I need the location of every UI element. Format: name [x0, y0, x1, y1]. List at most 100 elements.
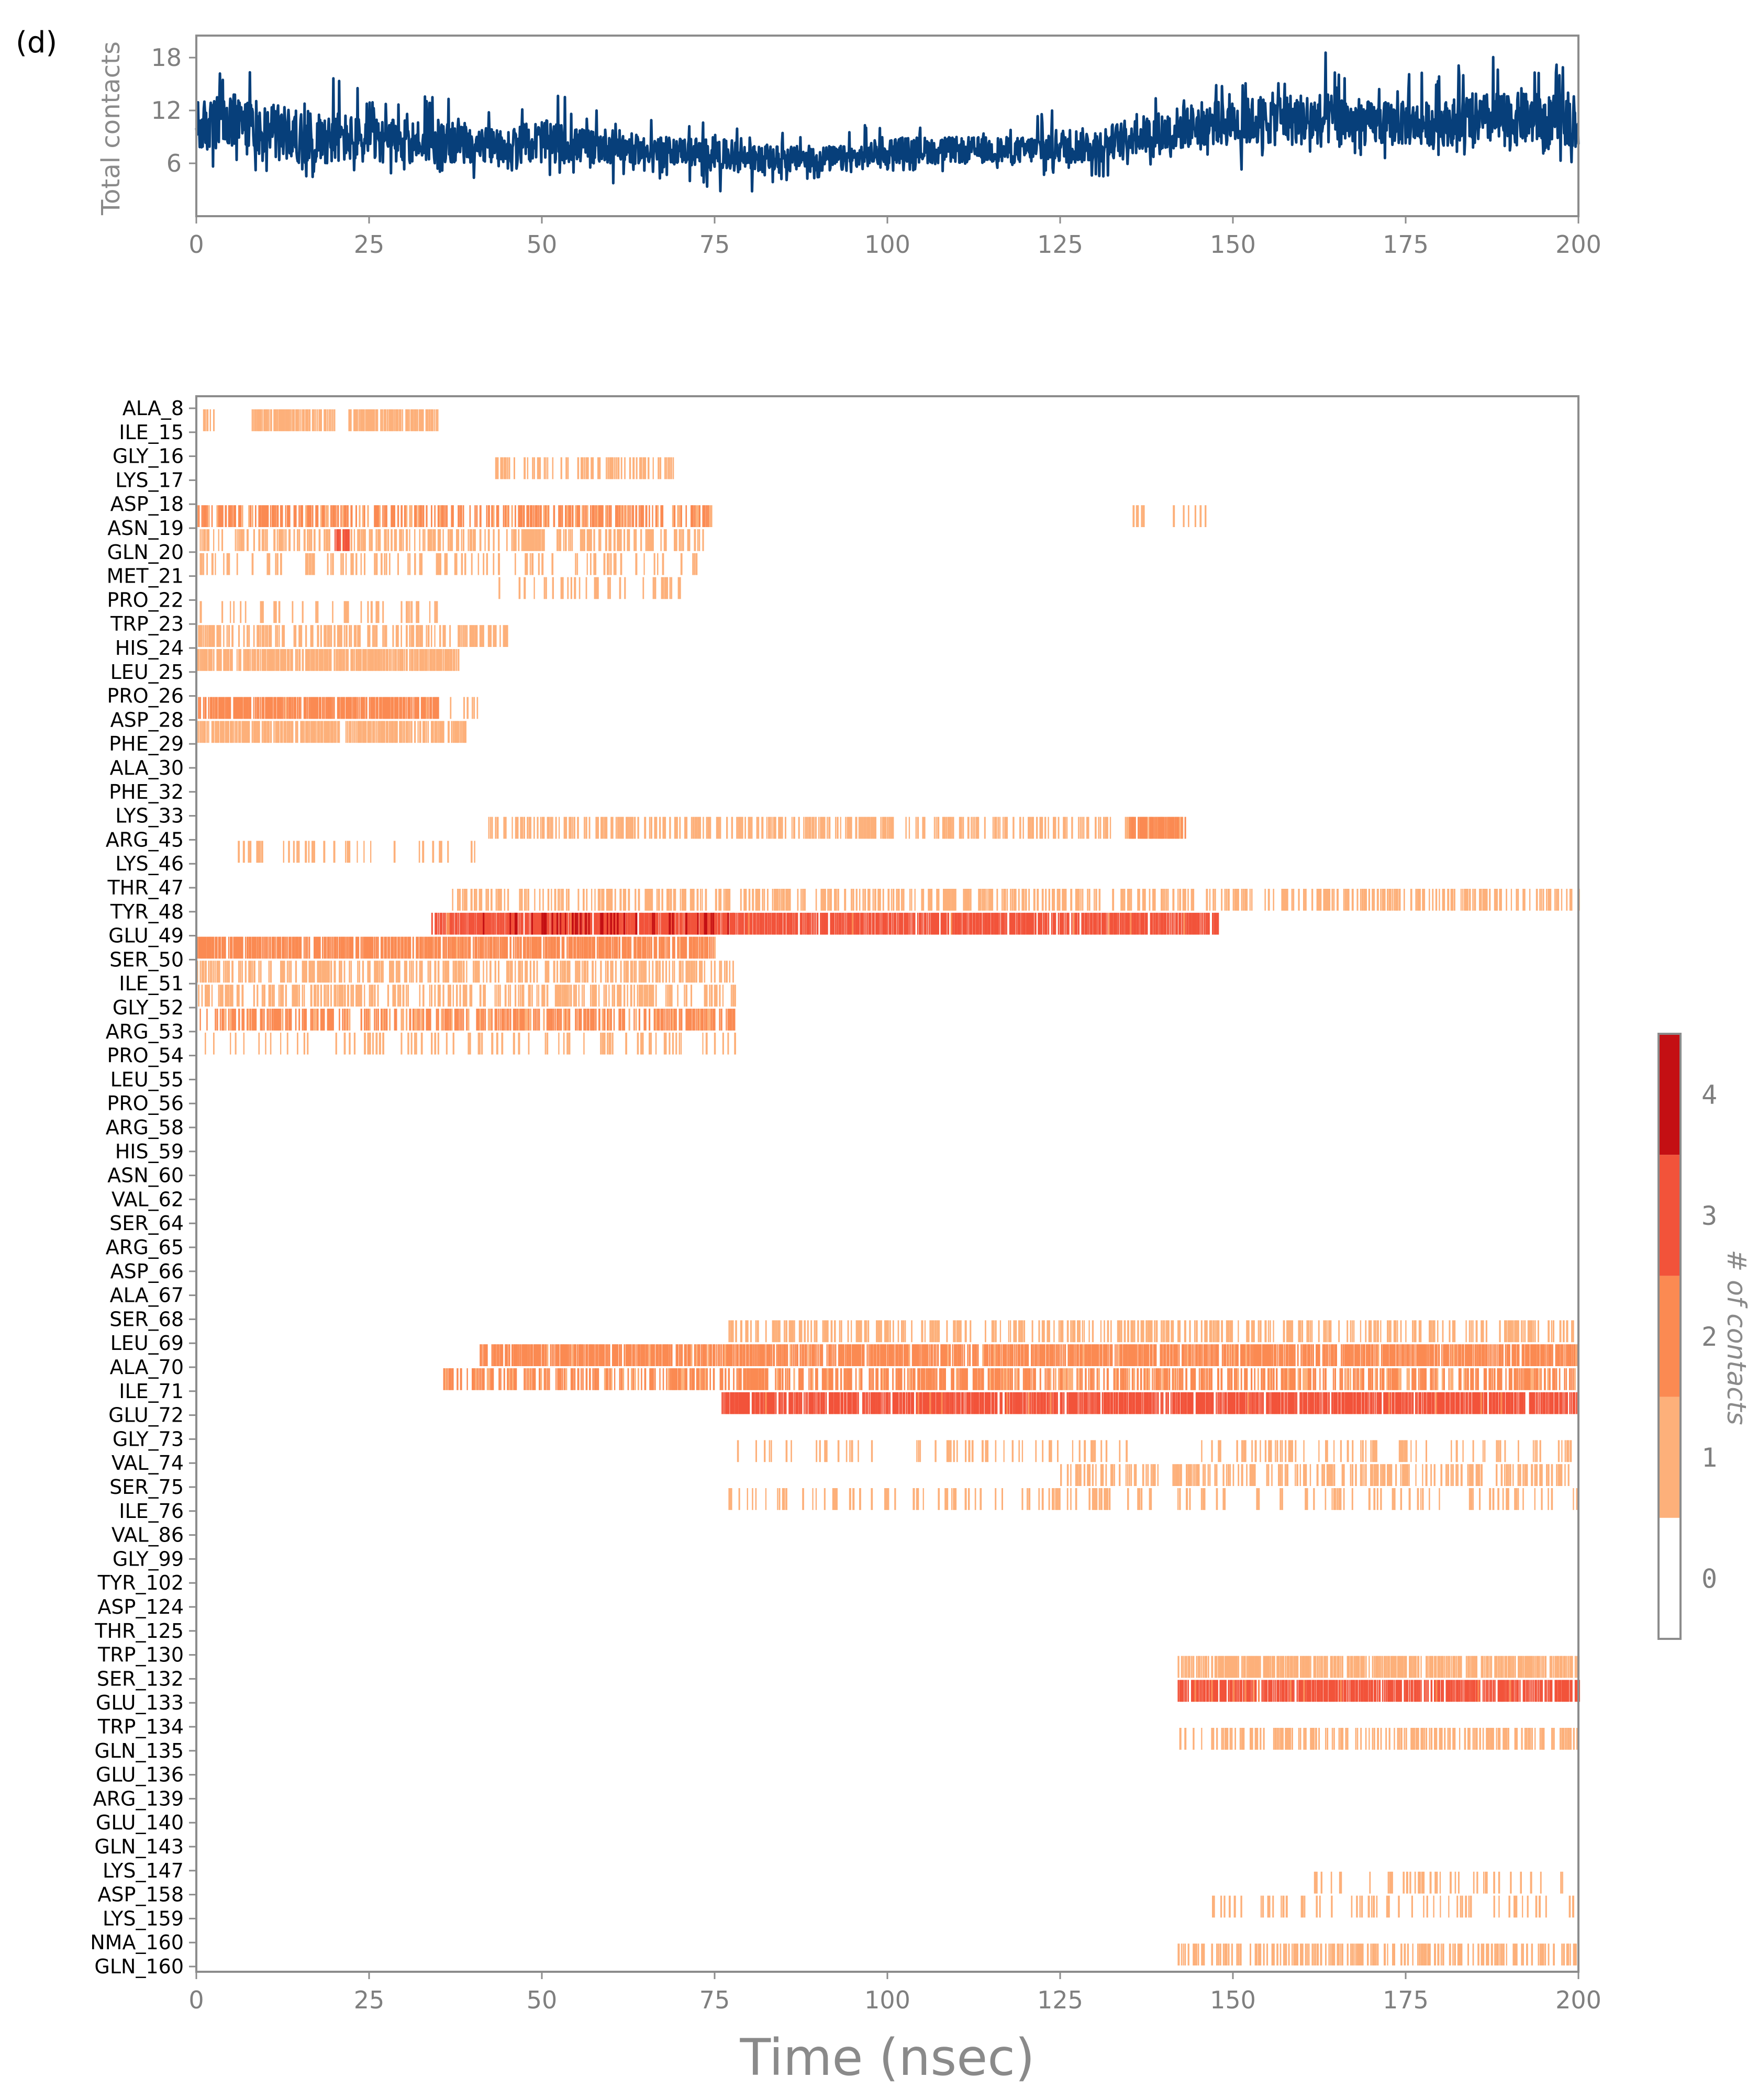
contact-mark — [489, 817, 492, 839]
contact-mark — [697, 529, 699, 551]
contact-mark — [444, 649, 447, 671]
contact-mark — [1207, 1368, 1209, 1390]
contact-mark — [582, 985, 583, 1007]
contact-mark — [610, 1009, 612, 1031]
contact-mark — [1527, 1368, 1529, 1390]
contact-mark — [1107, 1320, 1109, 1343]
contact-mark — [790, 1320, 793, 1343]
contact-mark — [275, 625, 277, 647]
contact-mark — [697, 505, 699, 527]
contact-mark — [270, 985, 272, 1007]
contact-mark — [260, 409, 262, 431]
contact-mark — [328, 625, 330, 647]
contact-mark — [409, 505, 411, 527]
contact-mark — [665, 1032, 667, 1055]
contact-segment — [203, 409, 215, 431]
contact-mark — [1460, 889, 1462, 911]
contact-mark — [243, 1032, 245, 1055]
contact-mark — [811, 817, 814, 839]
contact-mark — [603, 936, 605, 959]
contact-mark — [349, 936, 351, 959]
contact-mark — [1542, 1344, 1544, 1366]
contact-mark — [694, 1344, 696, 1366]
contact-mark — [438, 912, 440, 935]
contact-mark — [1251, 1320, 1253, 1343]
contact-mark — [404, 721, 406, 743]
contact-mark — [688, 1009, 691, 1031]
contact-mark — [263, 649, 265, 671]
contact-mark — [303, 529, 306, 551]
contact-mark — [577, 457, 580, 479]
contact-mark — [523, 529, 525, 551]
contact-mark — [1477, 1368, 1479, 1390]
contact-mark — [369, 936, 371, 959]
contact-mark — [828, 1368, 831, 1390]
contact-mark — [807, 1320, 809, 1343]
contact-mark — [977, 1392, 980, 1414]
contact-mark — [395, 960, 397, 983]
contact-mark — [442, 985, 444, 1007]
contact-mark — [878, 1344, 880, 1366]
contact-mark — [1217, 1368, 1219, 1390]
contact-mark — [681, 1344, 683, 1366]
contact-mark — [1172, 889, 1175, 911]
contact-mark — [1165, 1368, 1167, 1390]
contact-mark — [1179, 889, 1182, 911]
contact-mark — [828, 817, 831, 839]
contact-mark — [275, 936, 276, 959]
contact-mark — [345, 505, 347, 527]
contact-mark — [508, 985, 509, 1007]
contact-mark — [1318, 889, 1320, 911]
contact-mark — [966, 889, 969, 911]
contact-mark — [1442, 1320, 1444, 1343]
contact-mark — [808, 1344, 810, 1366]
contact-mark — [510, 912, 513, 935]
contact-segment — [335, 529, 350, 551]
contact-mark — [1144, 817, 1147, 839]
contact-mark — [251, 409, 253, 431]
contact-mark — [667, 1344, 669, 1366]
contact-mark — [459, 721, 461, 743]
contact-mark — [749, 1344, 752, 1366]
contact-mark — [273, 649, 275, 671]
contact-mark — [705, 889, 707, 911]
contact-mark — [406, 960, 407, 983]
contact-mark — [533, 1344, 536, 1366]
contact-mark — [1058, 912, 1060, 935]
contact-mark — [585, 1368, 588, 1390]
contact-mark — [1137, 1320, 1139, 1343]
contact-mark — [365, 936, 368, 959]
contact-mark — [685, 1344, 687, 1366]
contact-mark — [563, 1032, 565, 1055]
contact-mark — [324, 409, 326, 431]
contact-mark — [362, 409, 364, 431]
contact-mark — [437, 553, 439, 575]
contact-mark — [877, 889, 880, 911]
contact-mark — [513, 1344, 515, 1366]
contact-mark — [360, 985, 362, 1007]
contact-mark — [1026, 1368, 1028, 1390]
contact-mark — [400, 649, 403, 671]
contact-mark — [886, 1344, 888, 1366]
contact-mark — [265, 409, 268, 431]
contact-mark — [734, 1344, 736, 1366]
contact-mark — [406, 985, 407, 1007]
contact-mark — [770, 817, 771, 839]
contact-mark — [1572, 1368, 1574, 1390]
contact-mark — [317, 1009, 319, 1031]
contact-mark — [738, 1344, 739, 1366]
contact-mark — [1002, 1344, 1005, 1366]
contact-mark — [325, 960, 327, 983]
contact-mark — [1126, 817, 1129, 839]
contact-mark — [434, 721, 436, 743]
contact-mark — [942, 1344, 944, 1366]
contact-mark — [395, 529, 397, 551]
contact-mark — [650, 985, 652, 1007]
contact-mark — [1410, 889, 1412, 911]
contact-mark — [1041, 1320, 1044, 1343]
contact-mark — [1529, 1320, 1531, 1343]
contact-mark — [1290, 1368, 1293, 1390]
contact-mark — [1227, 1344, 1229, 1366]
contact-mark — [374, 1009, 375, 1031]
contact-mark — [513, 1009, 515, 1031]
